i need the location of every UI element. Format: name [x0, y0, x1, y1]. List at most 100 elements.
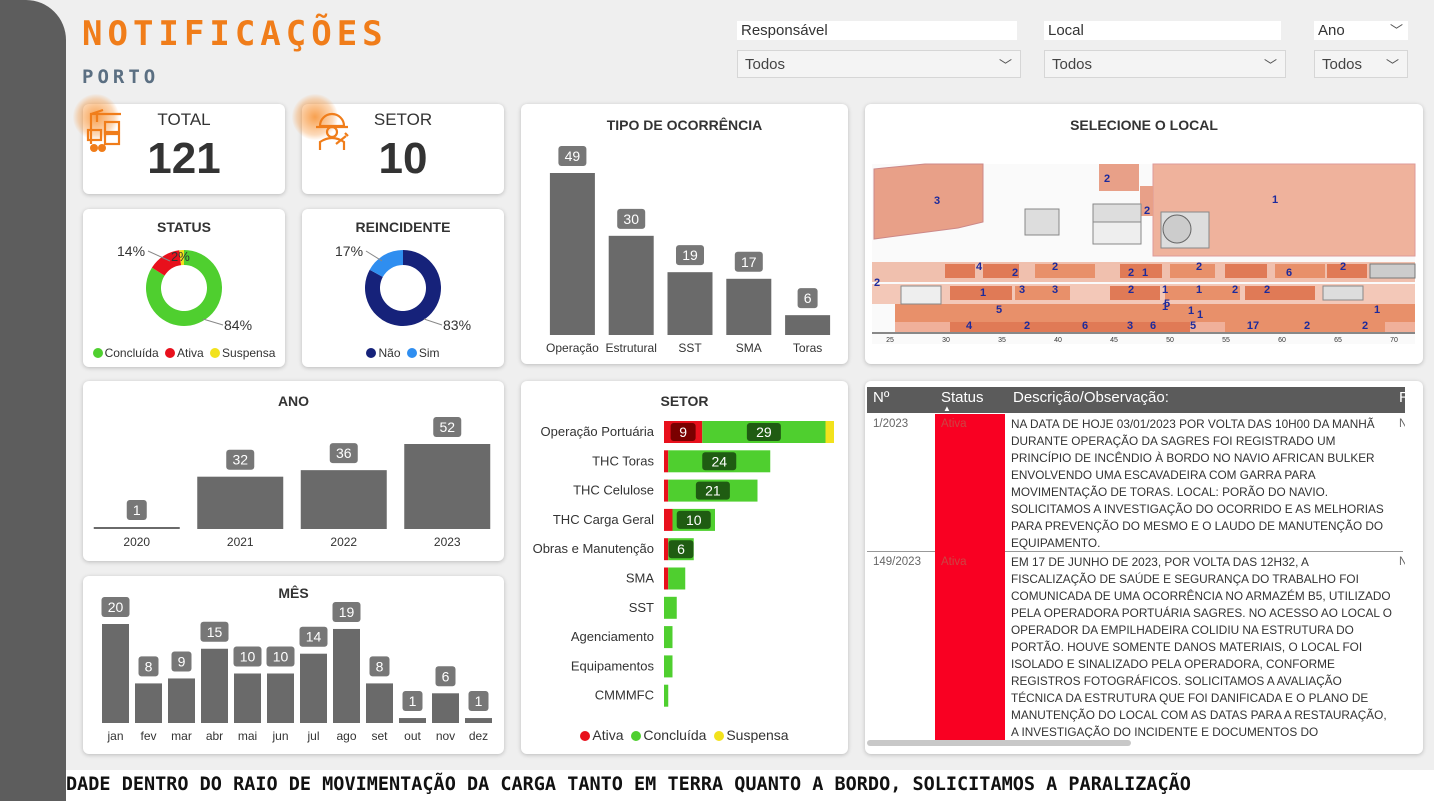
- donut-slice[interactable]: [179, 250, 184, 266]
- map-location-count[interactable]: 4: [976, 261, 983, 273]
- map-location-count[interactable]: 2: [1052, 261, 1058, 273]
- map-location-count[interactable]: 2: [1340, 261, 1346, 273]
- bar-segment[interactable]: [664, 684, 669, 707]
- bar[interactable]: [785, 315, 831, 335]
- map-location-count[interactable]: 1: [1142, 267, 1148, 279]
- bar-segment[interactable]: [664, 596, 677, 619]
- header-r[interactable]: R: [1399, 389, 1410, 406]
- map-location-count[interactable]: 2: [874, 277, 880, 289]
- header-num[interactable]: Nº: [873, 389, 890, 406]
- reincidente-chart-card[interactable]: REINCIDENTE 17% 83% Não Sim: [302, 209, 504, 367]
- map-location-count[interactable]: 17: [1247, 320, 1259, 332]
- map-location-count[interactable]: 2: [1128, 267, 1134, 279]
- donut-slice[interactable]: [151, 250, 182, 276]
- bar-segment[interactable]: [664, 538, 669, 561]
- bar[interactable]: [399, 718, 426, 723]
- map-location-count[interactable]: 1: [1197, 309, 1203, 321]
- notifications-table[interactable]: Nº Status ▲ Descrição/Observação: R 1/20…: [865, 381, 1423, 754]
- map-location-count[interactable]: 1: [1162, 301, 1168, 313]
- donut-slice[interactable]: [146, 250, 223, 326]
- horizontal-scrollbar[interactable]: [867, 740, 1131, 746]
- map-location-count[interactable]: 6: [1286, 267, 1292, 279]
- map-location-count[interactable]: 1: [1272, 194, 1278, 206]
- bar[interactable]: [366, 683, 393, 723]
- kpi-setor-card[interactable]: SETOR 10: [292, 94, 504, 194]
- header-status[interactable]: Status: [941, 389, 984, 406]
- bar[interactable]: [234, 673, 261, 724]
- bar-segment[interactable]: [664, 655, 673, 678]
- bar-segment[interactable]: [664, 626, 673, 649]
- bar-segment[interactable]: [664, 479, 669, 502]
- donut-slice[interactable]: [365, 250, 441, 326]
- table-row[interactable]: 149/2023 Ativa EM 17 DE JUNHO DE 2023, P…: [867, 552, 1407, 742]
- map-location-count[interactable]: 2: [1144, 205, 1150, 217]
- map-location-count[interactable]: 5: [1190, 320, 1196, 332]
- mes-chart-card[interactable]: MÊS 20 jan 8 fev 9 mar 15 abr 10 mai 10 jun 14 jul 19 a…: [83, 576, 504, 754]
- bar-segment[interactable]: [664, 508, 673, 531]
- donut-slice[interactable]: [369, 250, 403, 277]
- bar-segment[interactable]: [668, 567, 686, 590]
- bar[interactable]: [333, 628, 360, 723]
- bar[interactable]: [300, 470, 387, 529]
- bar[interactable]: [726, 278, 772, 335]
- map-location-count[interactable]: 2: [1128, 284, 1134, 296]
- bar-segment[interactable]: [664, 450, 669, 473]
- bar[interactable]: [549, 173, 595, 335]
- map-location-count[interactable]: 1: [1162, 284, 1168, 296]
- bar[interactable]: [102, 624, 129, 723]
- bar[interactable]: [667, 272, 713, 335]
- map-location-count[interactable]: 5: [1164, 298, 1170, 310]
- map-location-count[interactable]: 5: [996, 304, 1002, 316]
- map-location-count[interactable]: 2: [1264, 284, 1270, 296]
- map-zone[interactable]: [1099, 164, 1139, 191]
- map-location-count[interactable]: 6: [1082, 320, 1088, 332]
- map-location-count[interactable]: 2: [1196, 261, 1202, 273]
- map-location-count[interactable]: 3: [934, 195, 940, 207]
- bar[interactable]: [608, 235, 654, 335]
- ano-dropdown[interactable]: Todos ﹀: [1314, 50, 1408, 78]
- kpi-total-card[interactable]: TOTAL 121: [73, 94, 285, 194]
- map-location-count[interactable]: 3: [1052, 284, 1058, 296]
- map-location-count[interactable]: 3: [1127, 320, 1133, 332]
- map-location-count[interactable]: 6: [1150, 320, 1156, 332]
- bar[interactable]: [197, 476, 284, 529]
- map-location-count[interactable]: 1: [1188, 305, 1194, 317]
- chevron-down-icon[interactable]: ﹀: [1390, 23, 1404, 38]
- bar-segment[interactable]: [664, 567, 669, 590]
- bar-segment[interactable]: [825, 421, 835, 443]
- status-chart-card[interactable]: STATUS 14% 2% 84% Concluída Ativa Suspen…: [83, 209, 285, 367]
- map-location-count[interactable]: 3: [1019, 284, 1025, 296]
- table-row[interactable]: 1/2023 Ativa NA DATA DE HOJE 03/01/2023 …: [867, 414, 1407, 552]
- map-location-count[interactable]: 2: [1012, 267, 1018, 279]
- bar[interactable]: [135, 683, 162, 723]
- map-location-count[interactable]: 1: [980, 287, 986, 299]
- map-location-count[interactable]: 2: [1304, 320, 1310, 332]
- local-dropdown[interactable]: Todos ﹀: [1044, 50, 1286, 78]
- responsavel-dropdown[interactable]: Todos ﹀: [737, 50, 1021, 78]
- bar[interactable]: [465, 718, 492, 723]
- map-location-count[interactable]: 2: [1362, 320, 1368, 332]
- map-location-count[interactable]: 4: [966, 320, 973, 332]
- tipo-ocorrencia-card[interactable]: TIPO DE OCORRÊNCIA 49 Operação 30 Estrutura…: [521, 104, 848, 364]
- bar[interactable]: [201, 648, 228, 723]
- ano-chart-card[interactable]: ANO 1 2020 32 2021 36 2022 52 2023: [83, 381, 504, 561]
- bar[interactable]: [93, 527, 180, 529]
- map-location-count[interactable]: 2: [1024, 320, 1030, 332]
- bar[interactable]: [267, 673, 294, 724]
- header-descricao[interactable]: Descrição/Observação:: [1013, 389, 1169, 406]
- setor-chart-card[interactable]: SETOR Operação Portuária 9 29 THC Toras 24 TH…: [521, 381, 848, 754]
- map-location-count[interactable]: 1: [1374, 304, 1380, 316]
- chart-title: SETOR: [660, 393, 709, 409]
- map-location-count[interactable]: 2: [1232, 284, 1238, 296]
- map-location-count[interactable]: 1: [1196, 284, 1202, 296]
- bar[interactable]: [300, 653, 327, 723]
- map-zone[interactable]: [873, 163, 984, 240]
- bar[interactable]: [404, 444, 491, 529]
- map-location-count[interactable]: 2: [1104, 173, 1110, 185]
- map-zone[interactable]: [1152, 163, 1416, 257]
- data-label: 6: [677, 541, 685, 557]
- bar[interactable]: [432, 693, 459, 723]
- bar[interactable]: [168, 678, 195, 723]
